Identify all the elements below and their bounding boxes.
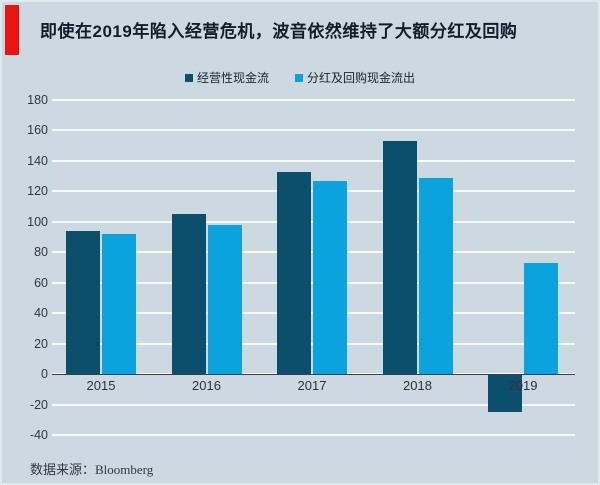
gridline bbox=[52, 129, 575, 132]
bar-payout-2015 bbox=[102, 234, 136, 375]
bar-operating-cashflow-2018 bbox=[382, 141, 417, 375]
y-axis-tick-label: -40 bbox=[29, 428, 48, 442]
y-axis-tick-label: 180 bbox=[27, 93, 48, 107]
gridline bbox=[52, 403, 575, 406]
y-axis-tick-label: 60 bbox=[34, 275, 48, 290]
legend: 经营性现金流 分红及回购现金流出 bbox=[2, 69, 598, 86]
gridline bbox=[52, 434, 575, 436]
x-axis-label-2015: 2015 bbox=[86, 378, 116, 394]
bar-operating-cashflow-2016 bbox=[171, 214, 206, 375]
x-axis-line bbox=[52, 374, 575, 376]
bar-operating-cashflow-2015 bbox=[66, 230, 100, 375]
bar-operating-cashflow-2019 bbox=[488, 375, 522, 412]
bar-operating-cashflow-2017 bbox=[277, 171, 311, 375]
y-axis-tick-label: 120 bbox=[27, 184, 48, 199]
legend-item-payout: 分红及回购现金流出 bbox=[295, 69, 415, 86]
legend-label: 分红及回购现金流出 bbox=[307, 71, 416, 85]
x-axis-label-2019: 2019 bbox=[508, 378, 538, 394]
chart-title: 即使在2019年陷入经营危机，波音依然维持了大额分红及回购 bbox=[40, 22, 518, 41]
bar-payout-2019 bbox=[524, 262, 558, 375]
legend-label: 经营性现金流 bbox=[196, 71, 269, 85]
bar-payout-2016 bbox=[207, 224, 242, 375]
gridline bbox=[52, 99, 575, 101]
legend-swatch-icon bbox=[184, 73, 193, 82]
y-axis-tick-label: 140 bbox=[27, 153, 48, 168]
x-axis-label-2016: 2016 bbox=[192, 378, 221, 394]
x-axis-label-2017: 2017 bbox=[297, 378, 327, 394]
bar-payout-2017 bbox=[313, 180, 347, 375]
y-axis-tick-label: 40 bbox=[34, 306, 48, 321]
y-axis-tick-label: 160 bbox=[27, 123, 48, 138]
y-axis-tick-label: 20 bbox=[34, 336, 48, 351]
y-axis-tick-label: -20 bbox=[29, 397, 48, 412]
legend-swatch-icon bbox=[295, 73, 303, 82]
bar-payout-2018 bbox=[418, 177, 453, 375]
red-accent-bar bbox=[5, 5, 19, 55]
source-note: 数据来源：Bloomberg bbox=[30, 462, 154, 477]
y-axis-tick-label: 80 bbox=[34, 245, 48, 260]
y-axis-tick-label: 0 bbox=[41, 367, 48, 382]
x-axis-label-2018: 2018 bbox=[403, 378, 432, 394]
y-axis-tick-label: 100 bbox=[27, 214, 48, 229]
legend-item-operating-cashflow: 经营性现金流 bbox=[184, 69, 269, 86]
gridline bbox=[52, 159, 575, 162]
